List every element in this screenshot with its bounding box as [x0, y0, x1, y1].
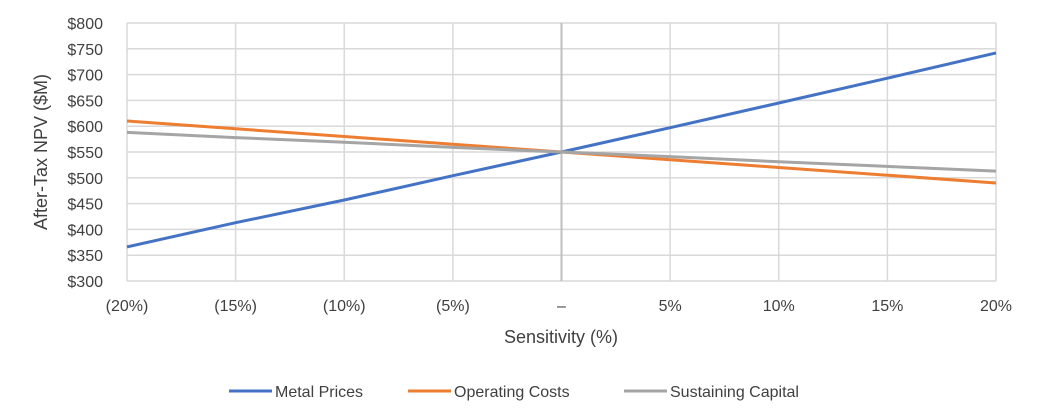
y-tick-label: $650	[67, 93, 103, 110]
plot-area	[126, 22, 997, 282]
x-tick-label: 15%	[871, 298, 903, 315]
x-tick-label: –	[557, 298, 566, 315]
y-axis-title: After-Tax NPV ($M)	[31, 74, 51, 230]
legend-item-sustaining-capital: Sustaining Capital	[624, 384, 799, 401]
legend-item-operating-costs: Operating Costs	[408, 384, 570, 401]
legend-label: Operating Costs	[454, 384, 570, 401]
series-lines	[126, 51, 997, 249]
series-line-sustaining-capital	[126, 130, 997, 173]
x-tick-label: (10%)	[323, 298, 366, 315]
x-tick-label: (5%)	[436, 298, 470, 315]
y-tick-label: $300	[67, 274, 103, 291]
x-tick-label: 20%	[980, 298, 1012, 315]
y-tick-label: $600	[67, 119, 103, 136]
y-axis-ticks: $300 $350 $400 $450 $500 $550 $600 $650 $700 $750…	[67, 16, 103, 291]
x-tick-label: (20%)	[106, 298, 149, 315]
legend: Metal Prices Operating Costs Sustaining Ca…	[229, 384, 799, 401]
legend-item-metal-prices: Metal Prices	[229, 384, 363, 401]
x-tick-label: 5%	[659, 298, 682, 315]
x-axis-title: Sensitivity (%)	[504, 327, 618, 347]
x-axis-ticks: (20%) (15%) (10%) (5%) – 5% 10% 15% 20%	[106, 298, 1012, 315]
legend-label: Sustaining Capital	[670, 384, 799, 401]
x-tick-label: (15%)	[214, 298, 257, 315]
legend-label: Metal Prices	[275, 384, 363, 401]
y-tick-label: $400	[67, 222, 103, 239]
y-tick-label: $350	[67, 248, 103, 265]
y-tick-label: $500	[67, 171, 103, 188]
x-tick-label: 10%	[763, 298, 795, 315]
y-tick-label: $550	[67, 145, 103, 162]
y-tick-label: $700	[67, 68, 103, 85]
y-tick-label: $750	[67, 42, 103, 59]
y-tick-label: $800	[67, 16, 103, 33]
y-tick-label: $450	[67, 197, 103, 214]
